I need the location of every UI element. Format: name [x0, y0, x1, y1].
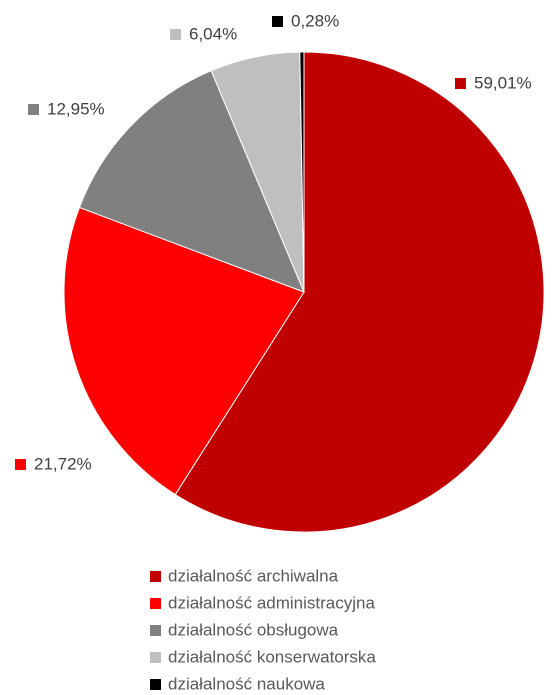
data-label: 0,28%	[291, 11, 339, 30]
legend-label: działalność konserwatorska	[168, 647, 376, 666]
pie-slice	[78, 70, 305, 293]
legend-marker	[150, 625, 161, 636]
pie-slice	[299, 51, 305, 293]
legend-label: działalność naukowa	[168, 674, 325, 693]
legend-label: działalność obsługowa	[168, 620, 339, 639]
legend-label: działalność archiwalna	[168, 566, 339, 585]
data-label-marker	[28, 104, 39, 115]
pie-slice	[63, 206, 305, 496]
legend-label: działalność administracyjna	[168, 593, 375, 612]
data-label: 6,04%	[189, 24, 237, 43]
legend-marker	[150, 598, 161, 609]
legend-marker	[150, 652, 161, 663]
data-label: 12,95%	[47, 99, 105, 118]
data-label-marker	[15, 459, 26, 470]
data-label: 59,01%	[474, 73, 532, 92]
data-label-marker	[170, 29, 181, 40]
legend-marker	[150, 571, 161, 582]
legend-marker	[150, 679, 161, 690]
pie-slice	[174, 51, 545, 533]
data-label: 21,72%	[34, 454, 92, 473]
data-label-marker	[455, 78, 466, 89]
data-label-marker	[272, 16, 283, 27]
